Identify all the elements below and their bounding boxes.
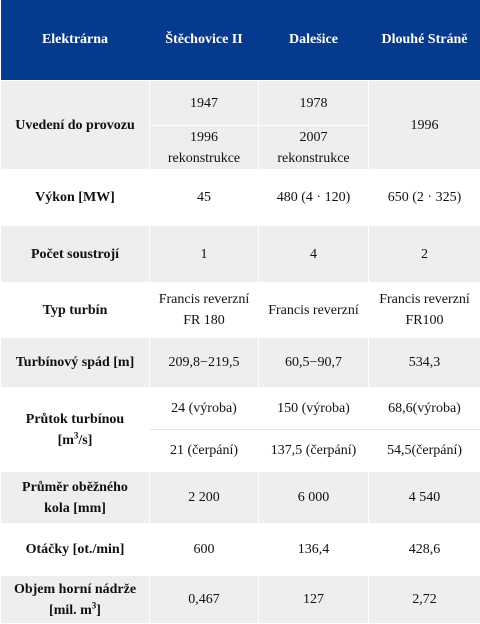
table-row-uvedeni: Uvedení do provozu 1947 1978 1996	[1, 81, 480, 126]
cell-text: Francis reverzní	[372, 289, 477, 310]
row-label-line: [mil. m3]	[4, 600, 146, 621]
cell-soustroji-dalesice: 4	[259, 226, 369, 283]
cell-prumer-stechovice: 2 200	[150, 472, 259, 524]
cell-text: Francis reverzní	[153, 289, 255, 310]
cell-prumer-dalesice: 6 000	[259, 472, 369, 524]
cell-prumer-dlouhe-strane: 4 540	[369, 472, 480, 524]
header-elektrarna: Elektrárna	[1, 0, 150, 81]
cell-prutok-dlouhe-strane-vyroba: 68,6(výroba)	[369, 388, 480, 430]
row-label-vykon: Výkon [MW]	[1, 170, 150, 226]
cell-otacky-dlouhe-strane: 428,6	[369, 524, 480, 576]
cell-uvedeni-stechovice-year: 1947	[150, 81, 259, 126]
table-row-otacky: Otáčky [ot./min] 600 136,4 428,6	[1, 524, 480, 576]
row-label-soustroji: Počet soustrojí	[1, 226, 150, 283]
table-row-typ: Typ turbín Francis reverzní FR 180 Franc…	[1, 283, 480, 338]
cell-vykon-dalesice: 480 (4 · 120)	[259, 170, 369, 226]
cell-text: FR100	[372, 310, 477, 331]
cell-text: 1996	[153, 127, 255, 148]
row-label-objem: Objem horní nádrže [mil. m3]	[1, 576, 150, 624]
cell-typ-dlouhe-strane: Francis reverzní FR100	[369, 283, 480, 338]
cell-soustroji-stechovice: 1	[150, 226, 259, 283]
table-row-spad: Turbínový spád [m] 209,8−219,5 60,5−90,7…	[1, 338, 480, 388]
cell-otacky-stechovice: 600	[150, 524, 259, 576]
cell-text: rekonstrukce	[262, 148, 365, 169]
cell-soustroji-dlouhe-strane: 2	[369, 226, 480, 283]
cell-uvedeni-dalesice-rekonstrukce: 2007 rekonstrukce	[259, 126, 369, 170]
cell-prutok-dalesice-vyroba: 150 (výroba)	[259, 388, 369, 430]
label-part: ]	[96, 603, 101, 618]
cell-spad-dlouhe-strane: 534,3	[369, 338, 480, 388]
table-header-row: Elektrárna Štěchovice II Dalešice Dlouhé…	[1, 0, 480, 81]
label-part: [m	[58, 433, 74, 448]
cell-text: FR 180	[153, 310, 255, 331]
cell-vykon-stechovice: 45	[150, 170, 259, 226]
cell-objem-dalesice: 127	[259, 576, 369, 624]
cell-objem-dlouhe-strane: 2,72	[369, 576, 480, 624]
row-label-prumer: Průměr oběžného kola [mm]	[1, 472, 150, 524]
cell-vykon-dlouhe-strane: 650 (2 · 325)	[369, 170, 480, 226]
label-part: /s]	[78, 433, 92, 448]
table-row-objem: Objem horní nádrže [mil. m3] 0,467 127 2…	[1, 576, 480, 624]
cell-prutok-stechovice-cerpani: 21 (čerpání)	[150, 430, 259, 472]
row-label-line: kola [mm]	[4, 498, 146, 519]
header-dalesice: Dalešice	[259, 0, 369, 81]
cell-uvedeni-dalesice-year: 1978	[259, 81, 369, 126]
cell-text: 2007	[262, 127, 365, 148]
row-label-line: Průtok turbínou	[4, 409, 146, 430]
table-row-prumer: Průměr oběžného kola [mm] 2 200 6 000 4 …	[1, 472, 480, 524]
label-part: [mil. m	[49, 603, 92, 618]
row-label-line: Objem horní nádrže	[4, 579, 146, 600]
cell-typ-dalesice: Francis reverzní	[259, 283, 369, 338]
cell-otacky-dalesice: 136,4	[259, 524, 369, 576]
row-label-otacky: Otáčky [ot./min]	[1, 524, 150, 576]
row-label-line: Průměr oběžného	[4, 477, 146, 498]
row-label-typ: Typ turbín	[1, 283, 150, 338]
cell-uvedeni-stechovice-rekonstrukce: 1996 rekonstrukce	[150, 126, 259, 170]
row-label-uvedeni: Uvedení do provozu	[1, 81, 150, 170]
row-label-line: [m3/s]	[4, 430, 146, 451]
cell-text: rekonstrukce	[153, 148, 255, 169]
cell-spad-stechovice: 209,8−219,5	[150, 338, 259, 388]
cell-uvedeni-dlouhe-strane: 1996	[369, 81, 480, 170]
header-dlouhe-strane: Dlouhé Stráně	[369, 0, 480, 81]
header-stechovice: Štěchovice II	[150, 0, 259, 81]
table-row-prutok: Průtok turbínou [m3/s] 24 (výroba) 150 (…	[1, 388, 480, 430]
cell-objem-stechovice: 0,467	[150, 576, 259, 624]
cell-prutok-dalesice-cerpani: 137,5 (čerpání)	[259, 430, 369, 472]
cell-prutok-dlouhe-strane-cerpani: 54,5(čerpání)	[369, 430, 480, 472]
row-label-prutok: Průtok turbínou [m3/s]	[1, 388, 150, 472]
table-row-vykon: Výkon [MW] 45 480 (4 · 120) 650 (2 · 325…	[1, 170, 480, 226]
cell-spad-dalesice: 60,5−90,7	[259, 338, 369, 388]
cell-prutok-stechovice-vyroba: 24 (výroba)	[150, 388, 259, 430]
table-row-soustroji: Počet soustrojí 1 4 2	[1, 226, 480, 283]
row-label-spad: Turbínový spád [m]	[1, 338, 150, 388]
cell-typ-stechovice: Francis reverzní FR 180	[150, 283, 259, 338]
